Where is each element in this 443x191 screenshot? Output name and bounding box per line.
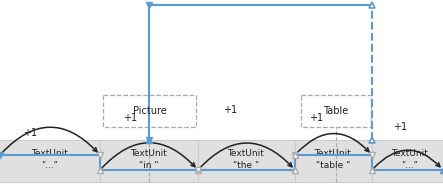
FancyArrowPatch shape — [200, 143, 292, 168]
Text: TextUnit: TextUnit — [392, 150, 428, 159]
Text: +1: +1 — [223, 105, 237, 115]
Text: +1: +1 — [123, 113, 137, 123]
Text: TextUnit: TextUnit — [131, 150, 167, 159]
Text: Table: Table — [323, 106, 349, 116]
Text: "table ": "table " — [316, 162, 350, 171]
Text: TextUnit: TextUnit — [31, 150, 68, 159]
FancyBboxPatch shape — [103, 95, 196, 127]
Text: +1: +1 — [309, 113, 323, 123]
Bar — [0, 140, 443, 182]
FancyArrowPatch shape — [2, 127, 97, 153]
FancyArrowPatch shape — [102, 143, 195, 168]
Text: +1: +1 — [393, 122, 407, 132]
Text: "in ": "in " — [139, 162, 159, 171]
FancyArrowPatch shape — [297, 134, 369, 153]
Text: "...": "..." — [401, 162, 419, 171]
Text: +1: +1 — [23, 128, 37, 138]
Text: "the ": "the " — [233, 162, 259, 171]
FancyBboxPatch shape — [301, 95, 371, 127]
Text: TextUnit: TextUnit — [228, 150, 264, 159]
Text: Picture: Picture — [132, 106, 167, 116]
Text: "...": "..." — [42, 162, 58, 171]
Text: TextUnit: TextUnit — [315, 150, 351, 159]
FancyArrowPatch shape — [374, 150, 440, 168]
